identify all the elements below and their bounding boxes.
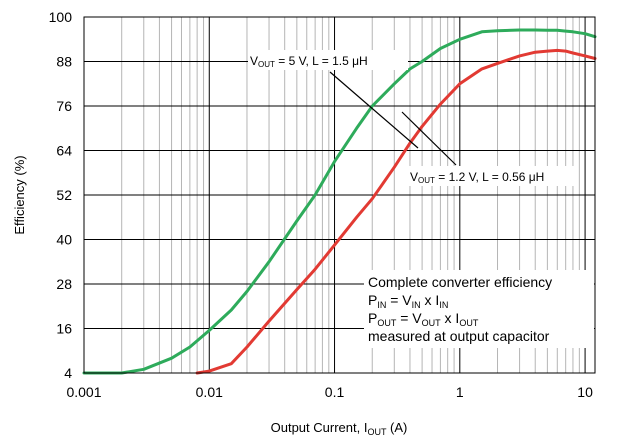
series-line-5v xyxy=(82,28,597,375)
leader-line-5v xyxy=(329,71,419,149)
x-tick-label: 1 xyxy=(456,384,464,400)
annotation-line-1: Complete converter efficiency xyxy=(368,274,552,290)
leader-line-1v2 xyxy=(401,111,457,166)
x-tick-label: 0.01 xyxy=(196,384,223,400)
y-tick-label: 28 xyxy=(56,276,72,292)
x-tick-labels: 0.001 0.01 0.1 1 10 xyxy=(66,384,593,400)
x-tick-label: 10 xyxy=(577,384,593,400)
y-tick-label: 16 xyxy=(56,321,72,337)
x-axis-label: Output Current, IOUT (A) xyxy=(271,420,408,437)
annotation-line-pout: POUT = VOUT x IOUT xyxy=(368,310,479,328)
annotation-line-pin: PIN = VIN x IIN xyxy=(368,292,448,310)
y-tick-label: 76 xyxy=(56,98,72,114)
annotation-line-4: measured at output capacitor xyxy=(368,328,550,344)
y-axis-label: Efficiency (%) xyxy=(12,155,27,234)
series-line-1v2 xyxy=(195,48,597,375)
annotation-box-bg xyxy=(364,270,594,348)
series-label-5v-bg xyxy=(248,50,408,70)
y-tick-labels: 4 16 28 40 52 64 76 88 100 xyxy=(49,9,73,381)
plot-frame xyxy=(83,16,596,374)
series-label-5v: VOUT = 5 V, L = 1.5 μH xyxy=(250,54,368,69)
y-tick-label: 100 xyxy=(49,9,73,25)
y-tick-label: 88 xyxy=(56,54,72,70)
y-tick-label: 52 xyxy=(56,187,72,203)
series-label-1v2: VOUT = 1.2 V, L = 0.56 μH xyxy=(410,170,544,185)
y-tick-label: 4 xyxy=(64,365,72,381)
x-tick-label: 0.1 xyxy=(325,384,345,400)
series-label-1v2-bg xyxy=(408,166,578,186)
x-tick-label: 0.001 xyxy=(66,384,101,400)
annotation-block: Complete converter efficiency PIN = VIN … xyxy=(368,274,552,344)
y-tick-label: 40 xyxy=(56,232,72,248)
y-tick-label: 64 xyxy=(56,143,72,159)
